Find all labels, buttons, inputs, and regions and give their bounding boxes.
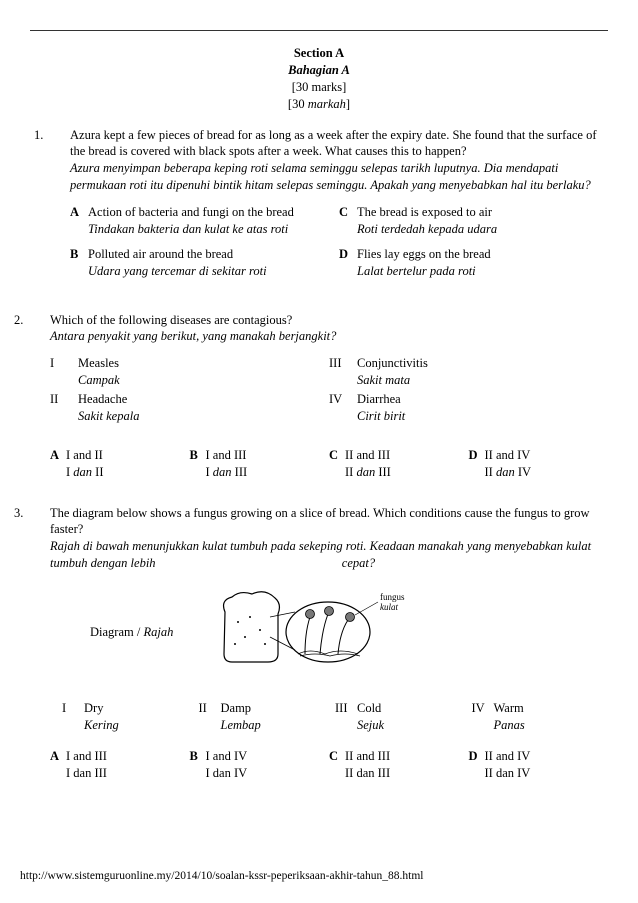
- q1-option-b[interactable]: B Polluted air around the bread Udara ya…: [70, 246, 339, 280]
- q3-item-i: IDry Kering: [62, 700, 199, 734]
- q2-item-ii: II Headache Sakit kepala: [50, 391, 329, 425]
- q3-stem-en: The diagram below shows a fungus growing…: [50, 505, 608, 539]
- q1-number: 1.: [30, 127, 70, 288]
- q2-item-iii: III Conjunctivitis Sakit mata: [329, 355, 608, 389]
- q2-option-c[interactable]: CII and III II dan III: [329, 447, 469, 481]
- q2-item-iv: IV Diarrhea Cirit birit: [329, 391, 608, 425]
- section-title-ms: Bahagian A: [30, 62, 608, 79]
- q3-number: 3.: [10, 505, 50, 782]
- q3-item-iii: IIICold Sejuk: [335, 700, 472, 734]
- diagram-label: Diagram / Rajah: [90, 624, 210, 641]
- footer-url: http://www.sistemguruonline.my/2014/10/s…: [20, 869, 423, 885]
- section-header: Section A Bahagian A [30 marks] [30 mark…: [30, 45, 608, 113]
- q3-stem-ms: Rajah di bawah menunjukkan kulat tumbuh …: [50, 538, 608, 572]
- bread-fungus-diagram: fungus kulat: [210, 582, 410, 682]
- q3-option-a[interactable]: AI and III I dan III: [50, 748, 190, 782]
- q3-option-d[interactable]: DII and IV II dan IV: [469, 748, 609, 782]
- q2-stem-ms: Antara penyakit yang berikut, yang manak…: [50, 328, 608, 345]
- q3-option-b[interactable]: BI and IV I dan IV: [190, 748, 330, 782]
- marks-en: [30 marks]: [30, 79, 608, 96]
- marks-ms: [30 markah]: [30, 96, 608, 113]
- q2-option-a[interactable]: AI and II I dan II: [50, 447, 190, 481]
- q1-option-c[interactable]: C The bread is exposed to air Roti terde…: [339, 204, 608, 238]
- question-2: 2. Which of the following diseases are c…: [30, 312, 608, 481]
- q1-option-a[interactable]: A Action of bacteria and fungi on the br…: [70, 204, 339, 238]
- q2-stem-en: Which of the following diseases are cont…: [50, 312, 608, 329]
- question-1: 1. Azura kept a few pieces of bread for …: [30, 127, 608, 288]
- diagram-annot-en: fungus: [380, 592, 405, 602]
- q3-item-iv: IVWarm Panas: [472, 700, 609, 734]
- q3-option-c[interactable]: CII and III II dan III: [329, 748, 469, 782]
- q1-stem-en: Azura kept a few pieces of bread for as …: [70, 127, 608, 161]
- diagram-annot-ms: kulat: [380, 602, 398, 612]
- q1-stem-ms: Azura menyimpan beberapa keping roti sel…: [70, 160, 608, 194]
- section-title-en: Section A: [30, 45, 608, 62]
- q2-item-i: I Measles Campak: [50, 355, 329, 389]
- q2-number: 2.: [10, 312, 50, 481]
- question-3: 3. The diagram below shows a fungus grow…: [30, 505, 608, 782]
- q1-option-d[interactable]: D Flies lay eggs on the bread Lalat bert…: [339, 246, 608, 280]
- q3-item-ii: IIDamp Lembap: [199, 700, 336, 734]
- q2-option-d[interactable]: DII and IV II dan IV: [469, 447, 609, 481]
- q2-option-b[interactable]: BI and III I dan III: [190, 447, 330, 481]
- page-divider: [30, 30, 608, 31]
